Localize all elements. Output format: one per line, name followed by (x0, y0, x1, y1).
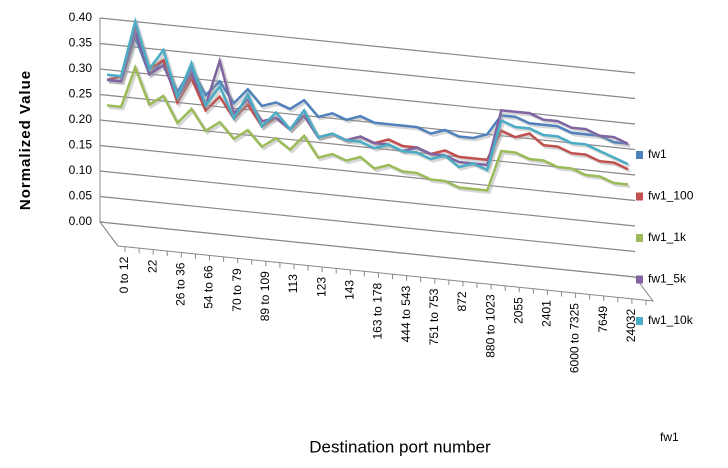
legend-label: fw1 (648, 147, 667, 161)
y-tick-label: 0.40 (69, 10, 93, 24)
grid-line (99, 195, 636, 253)
legend-label: fw1_5k (648, 272, 687, 286)
legend-swatch (636, 151, 643, 159)
x-tick-label: 26 to 36 (174, 262, 188, 306)
legend-label: fw1_1k (648, 230, 687, 244)
x-tick-label: 872 (455, 291, 469, 311)
legend-swatch (636, 192, 643, 201)
x-tick-label: 6000 to 7325 (568, 303, 582, 373)
legend-label: fw1_100 (648, 189, 694, 203)
series-shadow (108, 23, 631, 173)
x-tick-label: 24032 (624, 309, 638, 343)
y-tick-label: 0.00 (69, 214, 93, 228)
y-tick-label: 0.05 (69, 189, 93, 203)
y-tick-label: 0.35 (69, 36, 93, 50)
x-tick-label: 444 to 543 (399, 285, 413, 342)
grid-line (99, 144, 636, 202)
y-tick-label: 0.25 (69, 87, 93, 101)
y-tick-label: 0.30 (69, 61, 93, 75)
x-tick-label: 0 to 12 (117, 256, 131, 293)
x-tick-label: 2401 (540, 300, 554, 327)
y-tick-label: 0.15 (69, 138, 93, 152)
grid-line (99, 17, 636, 74)
legend-swatch (636, 275, 643, 284)
x-tick-label: 22 (145, 259, 159, 273)
y-axis-title: Normalized Value (17, 70, 34, 210)
grid-line (99, 42, 636, 100)
legend-swatch (636, 234, 643, 242)
x-tick-label: 880 to 1023 (483, 294, 497, 358)
series-line (106, 63, 629, 192)
grid-line (99, 221, 636, 278)
x-axis-title: Destination port number (309, 437, 491, 456)
x-tick-label: 54 to 66 (202, 265, 216, 309)
x-tick-label: 123 (314, 277, 328, 297)
x-tick-label: 143 (342, 280, 356, 300)
y-tick-label: 0.20 (69, 112, 93, 126)
x-tick-label: 89 to 109 (258, 271, 272, 321)
y-tick-label: 0.10 (69, 163, 93, 177)
x-tick-label: 113 (286, 274, 300, 293)
x-tick-label: 163 to 178 (371, 282, 385, 339)
grid-line (99, 119, 636, 176)
y-axis-line (99, 221, 119, 247)
grid-line (99, 93, 636, 151)
series-line (106, 27, 629, 167)
z-tick-label: fw1 (660, 430, 679, 444)
series-line (106, 16, 629, 172)
x-tick-label: 751 to 753 (427, 288, 441, 345)
x-tick-label: 7649 (596, 306, 610, 333)
grid-line (99, 170, 636, 227)
x-tick-label: 70 to 79 (230, 268, 244, 312)
legend-label: fw1_10k (648, 313, 694, 327)
x-tick-label: 2055 (511, 297, 525, 324)
legend-swatch (636, 317, 643, 325)
